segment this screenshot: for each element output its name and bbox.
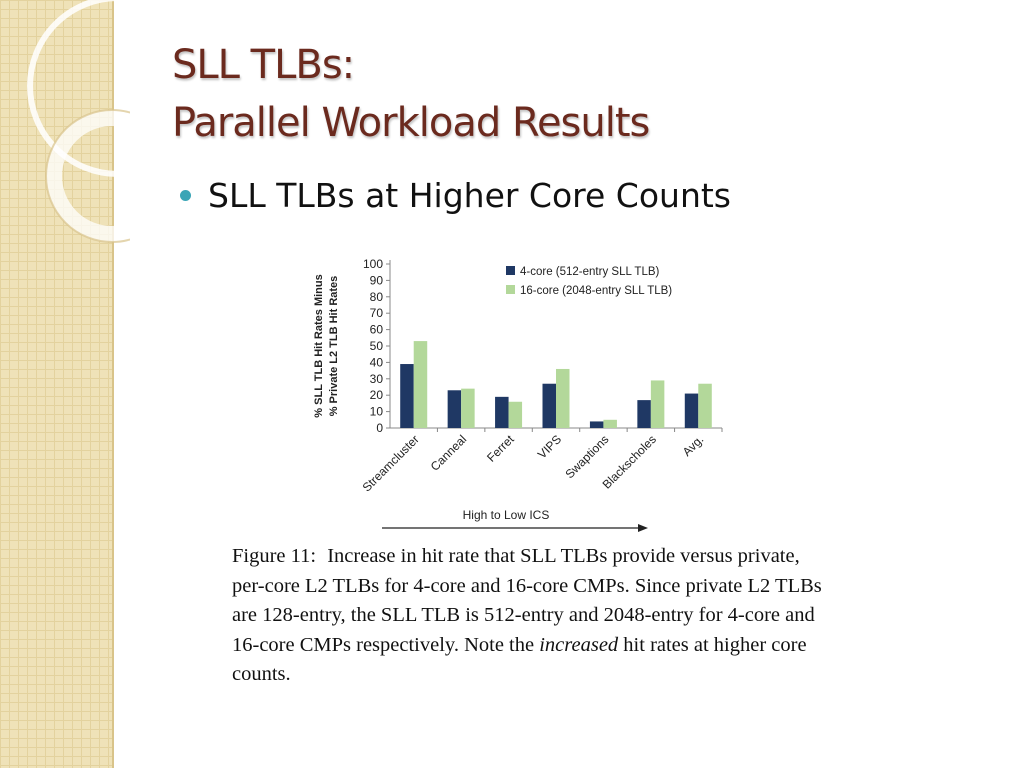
y-tick-label: 0: [376, 421, 383, 435]
bullet-dot-icon: [180, 190, 191, 201]
bar-16core-ferret: [508, 401, 523, 428]
slide-title: SLL TLBs: Parallel Workload Results: [172, 36, 650, 152]
legend-swatch-16core: [506, 285, 515, 294]
legend-label-4core: 4-core (512-entry SLL TLB): [520, 266, 660, 278]
bar-4core-blackscholes: [637, 400, 651, 428]
x-axis-label: High to Low ICS: [463, 508, 550, 522]
bar-16core-swaptions: [603, 419, 617, 428]
decorative-circle-small-edge: [45, 109, 130, 243]
x-tick-label: Streamcluster: [360, 432, 422, 494]
y-tick-label: 50: [370, 339, 384, 353]
y-tick-label: 80: [370, 290, 384, 304]
bar-16core-avg: [698, 383, 712, 428]
caption-label: Figure 11:: [232, 545, 317, 567]
bar-4core-vips: [542, 383, 556, 428]
bar-4core-streamcluster: [400, 364, 414, 428]
decorative-circles: [27, 0, 130, 243]
slide-title-line1: SLL TLBs:: [172, 42, 355, 88]
caption-text-part1: Increase in hit rate that SLL TLBs provi…: [232, 545, 822, 656]
y-tick-label: 100: [363, 257, 383, 271]
y-axis-label-line1: % SLL TLB Hit Rates Minus: [313, 274, 325, 417]
caption-text-part2: hit rates at higher core counts.: [232, 633, 807, 686]
y-tick-label: 40: [370, 355, 384, 369]
y-tick-label: 60: [370, 323, 384, 337]
x-tick-label: Avg.: [680, 432, 707, 459]
bar-16core-blackscholes: [650, 380, 665, 428]
bar-16core-streamcluster: [413, 341, 428, 428]
bar-4core-avg: [684, 393, 699, 428]
x-tick-label: Swaptions: [562, 432, 611, 481]
caption-emphasis: increased: [539, 633, 619, 656]
bar-4core-swaptions: [589, 421, 604, 428]
y-tick-label: 70: [370, 306, 384, 320]
y-tick-label: 30: [370, 372, 384, 386]
decorative-circle-large: [27, 0, 130, 177]
bar-16core-vips: [556, 368, 570, 428]
y-tick-label: 90: [370, 273, 384, 287]
legend-swatch-4core: [506, 266, 515, 275]
slide-title-line2: Parallel Workload Results: [172, 100, 650, 146]
decorative-circle-small: [46, 110, 130, 242]
bar-16core-canneal: [461, 388, 475, 428]
bar-4core-ferret: [495, 396, 509, 428]
legend-label-16core: 16-core (2048-entry SLL TLB): [520, 285, 672, 297]
bullet-text: SLL TLBs at Higher Core Counts: [208, 176, 731, 215]
bar-chart: 0 10 20 30 40 50 60 70 80 90 100 % SLL TLB Hit Rate…: [313, 257, 723, 532]
bar-4core-canneal: [447, 390, 462, 428]
x-axis-arrow-head-icon: [638, 524, 648, 532]
figure-caption: Figure 11: Increase in hit rate that SLL…: [232, 542, 836, 690]
x-tick-label: VIPS: [535, 432, 564, 461]
y-tick-label: 20: [370, 388, 384, 402]
bullet-item: SLL TLBs at Higher Core Counts: [180, 176, 731, 215]
x-tick-label: Canneal: [428, 432, 470, 474]
y-tick-label: 10: [370, 405, 384, 419]
x-tick-label: Ferret: [484, 432, 517, 465]
y-axis-label-line2: % Private L2 TLB Hit Rates: [328, 276, 340, 417]
